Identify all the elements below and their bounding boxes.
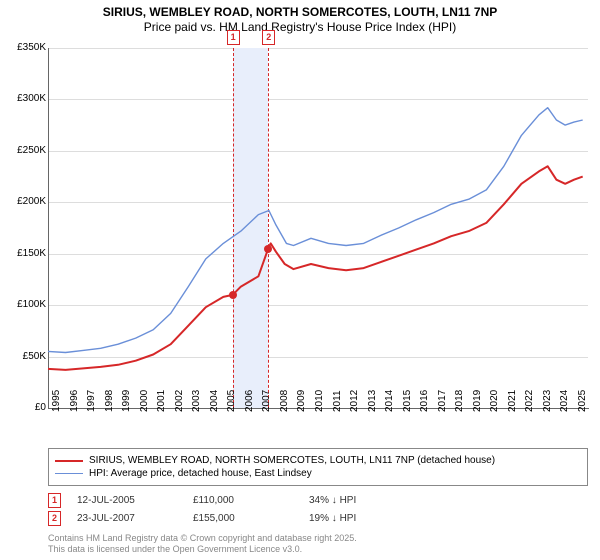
- xtick-label: 2016: [419, 390, 430, 412]
- ytick-label: £50K: [2, 351, 46, 362]
- xtick-label: 2011: [332, 390, 343, 412]
- xtick-label: 2018: [454, 390, 465, 412]
- xtick-label: 2022: [524, 390, 535, 412]
- xtick-label: 2012: [349, 390, 360, 412]
- xtick-label: 2021: [507, 390, 518, 412]
- xtick-label: 2025: [577, 390, 588, 412]
- attribution-line2: This data is licensed under the Open Gov…: [48, 544, 357, 556]
- ytick-label: £350K: [2, 42, 46, 53]
- xtick-label: 2006: [244, 390, 255, 412]
- xtick-label: 2004: [209, 390, 220, 412]
- marker-box: 1: [48, 493, 61, 508]
- xtick-label: 2024: [559, 390, 570, 412]
- ytick-label: £200K: [2, 196, 46, 207]
- ytick-label: £100K: [2, 299, 46, 310]
- legend: SIRIUS, WEMBLEY ROAD, NORTH SOMERCOTES, …: [48, 448, 588, 486]
- legend-row: SIRIUS, WEMBLEY ROAD, NORTH SOMERCOTES, …: [55, 455, 581, 466]
- xtick-label: 2009: [296, 390, 307, 412]
- sale-point: [229, 291, 237, 299]
- attribution: Contains HM Land Registry data © Crown c…: [48, 533, 357, 556]
- marker-box: 2: [262, 30, 275, 45]
- xtick-label: 1999: [121, 390, 132, 412]
- series-hpi: [48, 108, 583, 353]
- transaction-price: £110,000: [193, 495, 293, 506]
- xtick-label: 2013: [367, 390, 378, 412]
- transaction-row: 2 23-JUL-2007 £155,000 19% ↓ HPI: [48, 511, 409, 526]
- legend-label: SIRIUS, WEMBLEY ROAD, NORTH SOMERCOTES, …: [89, 455, 495, 466]
- xtick-label: 1998: [104, 390, 115, 412]
- chart-title-line1: SIRIUS, WEMBLEY ROAD, NORTH SOMERCOTES, …: [0, 0, 600, 20]
- xtick-label: 1996: [69, 390, 80, 412]
- xtick-label: 2003: [191, 390, 202, 412]
- xtick-label: 2023: [542, 390, 553, 412]
- ytick-label: £300K: [2, 93, 46, 104]
- transactions-table: 1 12-JUL-2005 £110,000 34% ↓ HPI 2 23-JUL-200…: [48, 490, 409, 529]
- legend-row: HPI: Average price, detached house, East…: [55, 468, 581, 479]
- transaction-delta: 34% ↓ HPI: [309, 495, 409, 506]
- transaction-delta: 19% ↓ HPI: [309, 513, 409, 524]
- transaction-date: 12-JUL-2005: [77, 495, 177, 506]
- ytick-label: £150K: [2, 248, 46, 259]
- chart-title-line2: Price paid vs. HM Land Registry's House …: [0, 20, 600, 34]
- xtick-label: 2020: [489, 390, 500, 412]
- xtick-label: 2014: [384, 390, 395, 412]
- xtick-label: 2002: [174, 390, 185, 412]
- xtick-label: 2019: [472, 390, 483, 412]
- attribution-line1: Contains HM Land Registry data © Crown c…: [48, 533, 357, 545]
- legend-label: HPI: Average price, detached house, East…: [89, 468, 312, 479]
- chart-plot: [48, 48, 588, 408]
- xtick-label: 2005: [226, 390, 237, 412]
- series-price_paid: [48, 166, 583, 370]
- xtick-label: 2008: [279, 390, 290, 412]
- ytick-label: £250K: [2, 145, 46, 156]
- xtick-label: 2000: [139, 390, 150, 412]
- marker-box: 2: [48, 511, 61, 526]
- transaction-price: £155,000: [193, 513, 293, 524]
- xtick-label: 2015: [402, 390, 413, 412]
- xtick-label: 2017: [437, 390, 448, 412]
- xtick-label: 2001: [156, 390, 167, 412]
- sale-point: [264, 245, 272, 253]
- ytick-label: £0: [2, 402, 46, 413]
- chart-container: SIRIUS, WEMBLEY ROAD, NORTH SOMERCOTES, …: [0, 0, 600, 560]
- transaction-date: 23-JUL-2007: [77, 513, 177, 524]
- marker-box: 1: [227, 30, 240, 45]
- xtick-label: 1997: [86, 390, 97, 412]
- xtick-label: 2007: [261, 390, 272, 412]
- xtick-label: 1995: [51, 390, 62, 412]
- xtick-label: 2010: [314, 390, 325, 412]
- transaction-row: 1 12-JUL-2005 £110,000 34% ↓ HPI: [48, 493, 409, 508]
